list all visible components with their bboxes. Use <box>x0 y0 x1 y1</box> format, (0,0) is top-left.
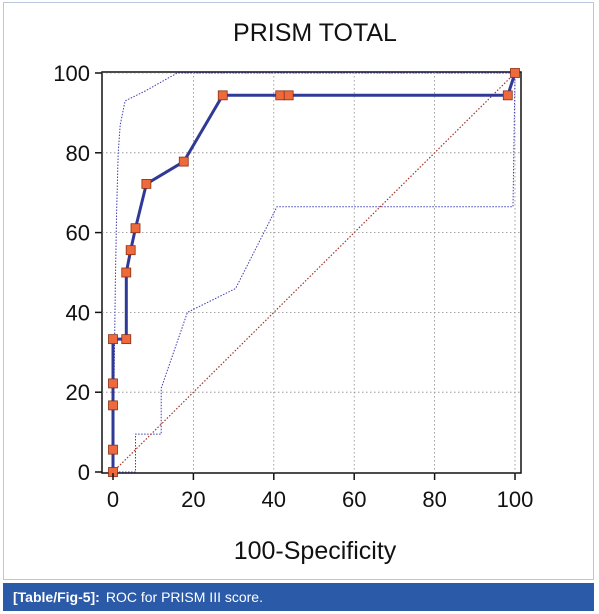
x-tick-label: 100 <box>497 487 534 512</box>
x-tick-label: 80 <box>422 487 446 512</box>
x-tick-label: 40 <box>262 487 286 512</box>
caption-ref: [Table/Fig-5]: <box>13 589 100 605</box>
y-tick-label: 20 <box>66 380 90 405</box>
y-tick-label: 0 <box>78 460 90 485</box>
roc-point <box>502 90 513 101</box>
confidence-lower-line <box>113 72 516 473</box>
x-axis-label: 100-Specificity <box>234 537 397 565</box>
roc-point <box>121 267 132 278</box>
roc-point <box>283 90 294 101</box>
plot-area <box>101 71 522 474</box>
roc-point <box>510 68 520 78</box>
caption-text: ROC for PRISM III score. <box>105 589 263 605</box>
roc-point <box>125 245 136 256</box>
diagonal-line <box>112 72 516 473</box>
figure-caption: [Table/Fig-5]: ROC for PRISM III score. <box>3 583 594 611</box>
roc-point <box>217 90 228 101</box>
confidence-bounds <box>112 72 516 473</box>
y-tick-label: 80 <box>66 141 90 166</box>
x-tick-label: 60 <box>342 487 366 512</box>
roc-point <box>108 444 118 455</box>
roc-chart: PRISM TOTAL 0 20 40 60 80 100 0 20 40 60 80 100 100… <box>53 19 533 565</box>
x-tick-label: 0 <box>107 487 119 512</box>
y-tick-label: 100 <box>53 61 90 86</box>
roc-point <box>108 334 118 345</box>
roc-point <box>178 156 189 167</box>
x-tick-label: 20 <box>181 487 205 512</box>
roc-point <box>108 400 118 411</box>
confidence-upper-line <box>112 72 515 473</box>
chart-title: PRISM TOTAL <box>233 19 397 47</box>
roc-curve <box>111 72 517 472</box>
figure-frame: PRISM TOTAL 0 20 40 60 80 100 0 20 40 60 80 100 100… <box>3 2 594 580</box>
y-tick-label: 60 <box>66 221 90 246</box>
axes: 0 20 40 60 80 100 0 20 40 60 80 100 <box>53 61 533 512</box>
reference-diagonal <box>112 72 516 473</box>
roc-point <box>130 223 141 234</box>
roc-line <box>111 72 517 472</box>
grid-lines <box>102 72 521 473</box>
y-tick-label: 40 <box>66 300 90 325</box>
roc-point <box>141 179 152 189</box>
roc-point <box>275 90 286 101</box>
roc-point <box>121 334 132 345</box>
roc-point <box>108 378 118 389</box>
roc-markers <box>108 68 520 477</box>
